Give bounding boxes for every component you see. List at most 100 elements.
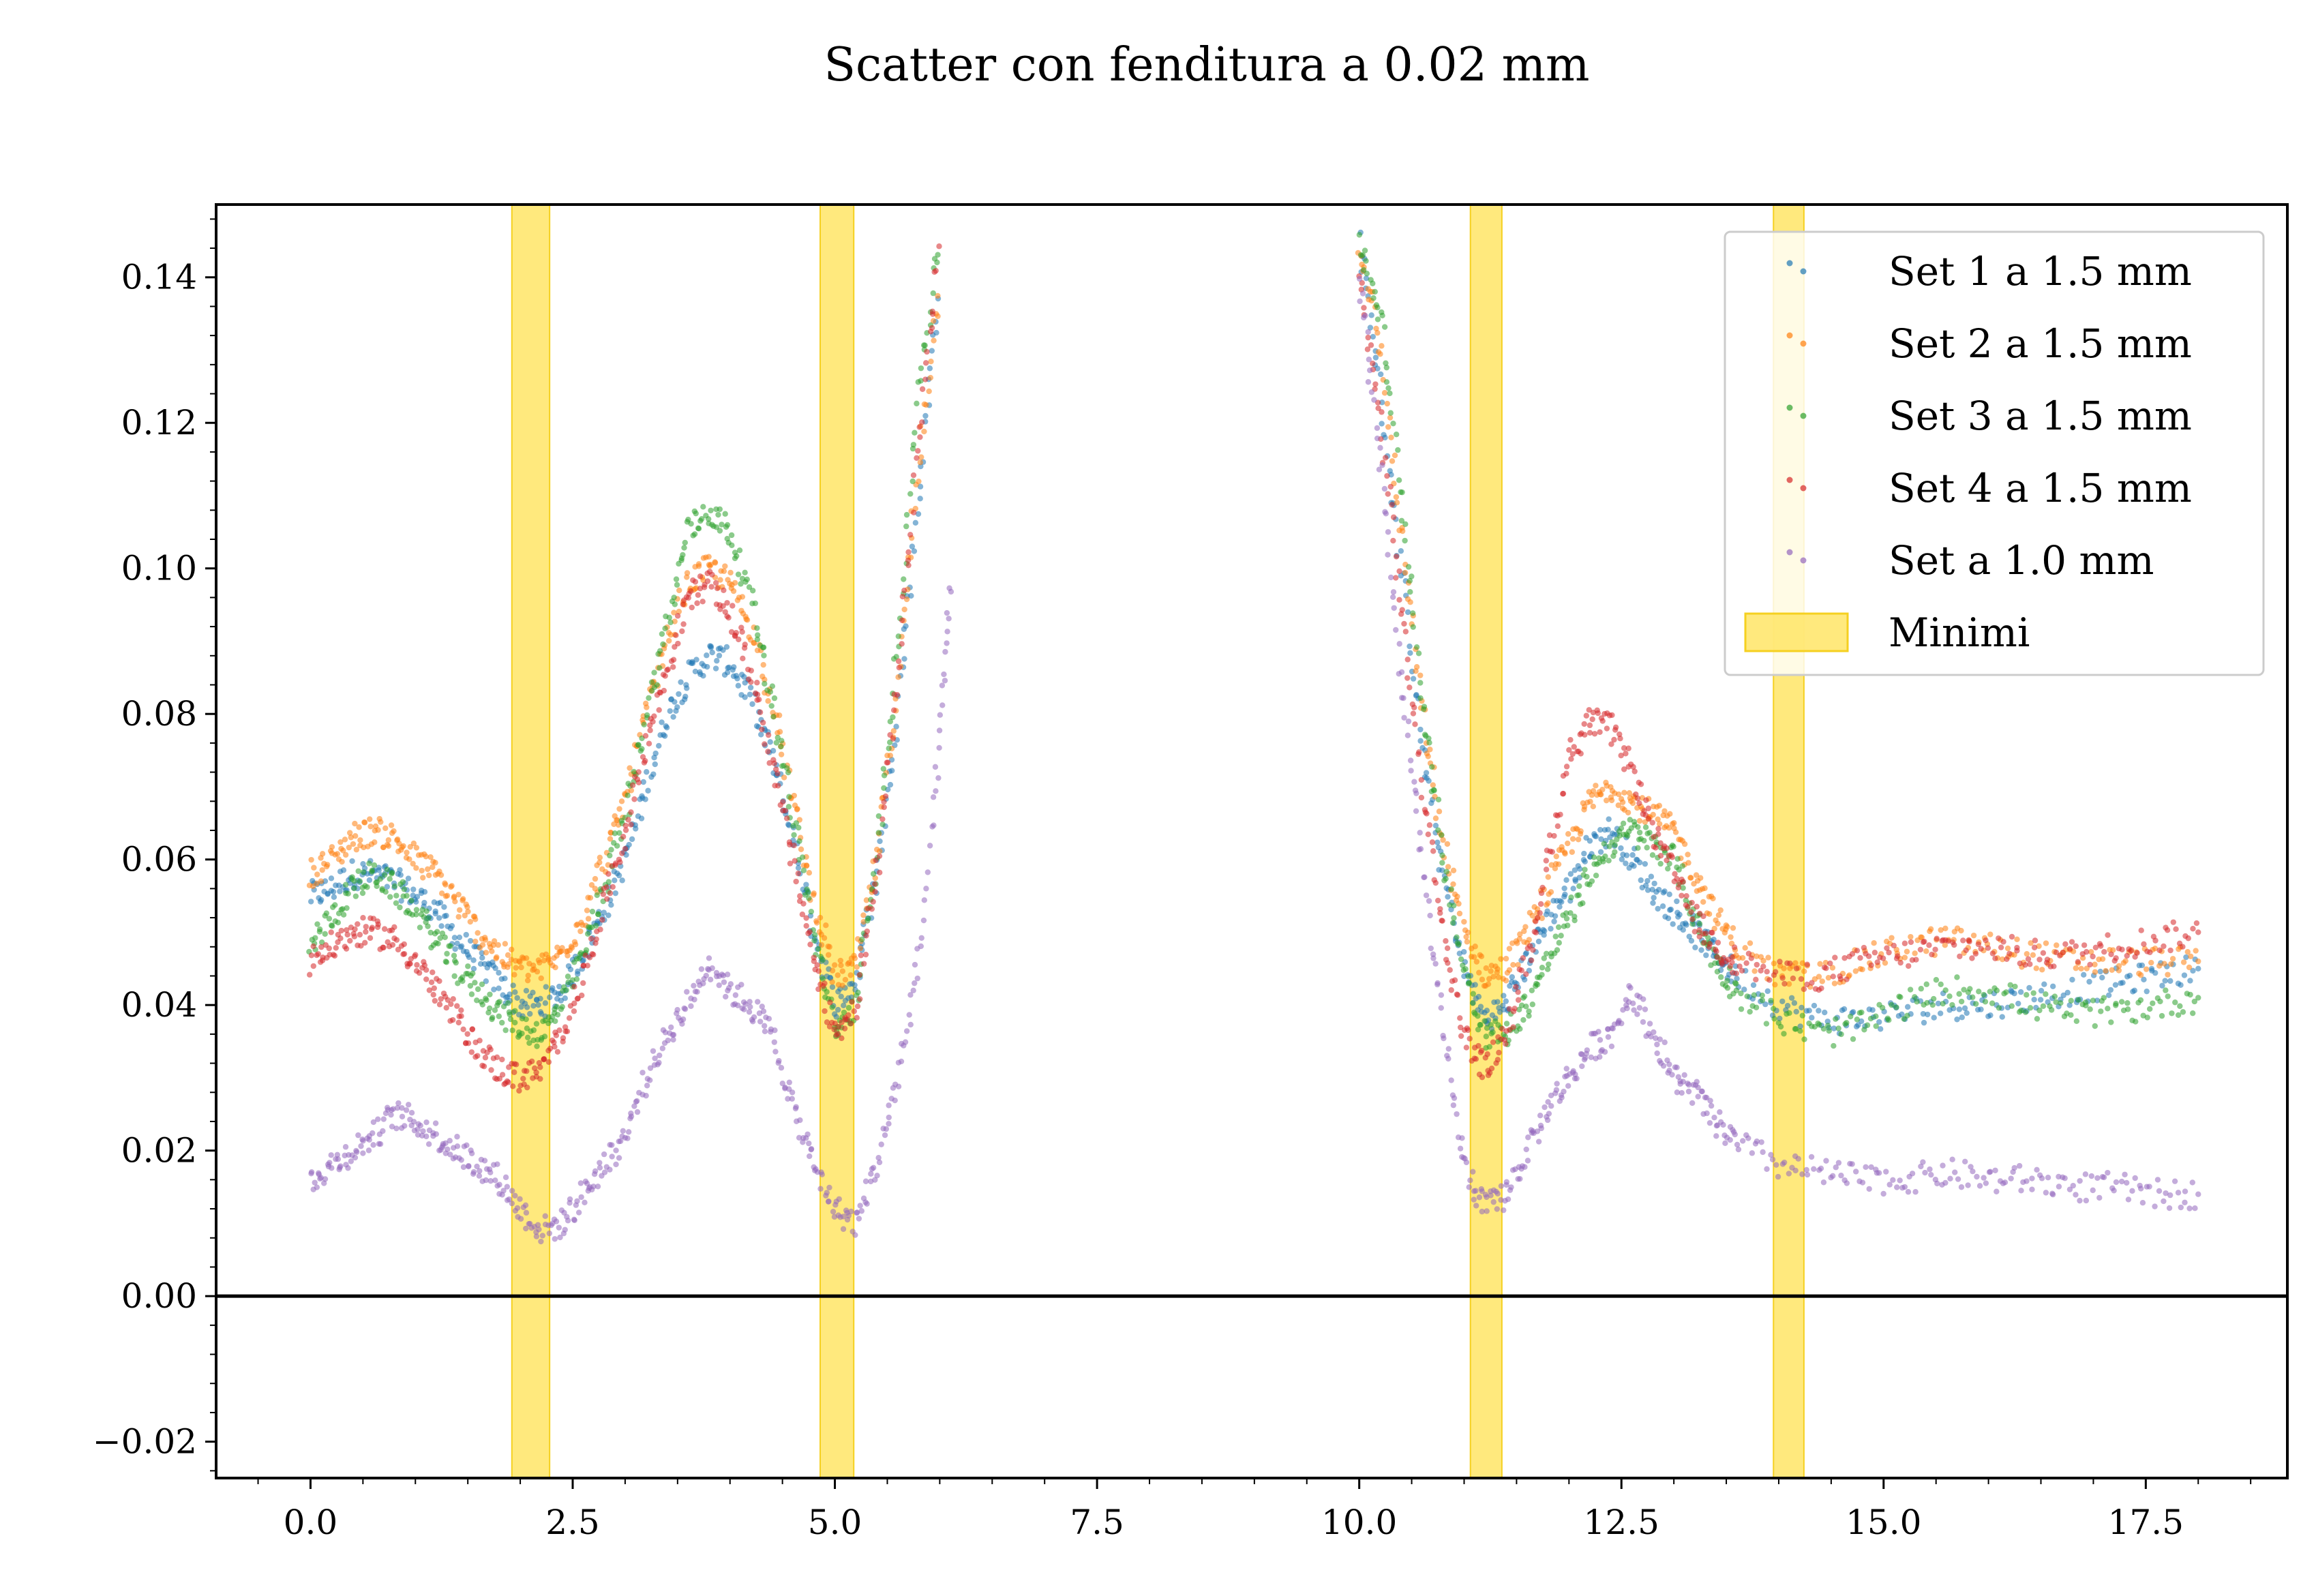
data-point [1612, 849, 1618, 855]
data-point [824, 1190, 830, 1196]
data-point [2073, 965, 2079, 972]
data-point [1548, 862, 1554, 868]
data-point [524, 1068, 530, 1074]
data-point [800, 901, 807, 907]
data-point [427, 929, 434, 936]
data-point [1643, 797, 1649, 803]
data-point [1377, 445, 1383, 451]
data-point [502, 1027, 509, 1034]
data-point [1674, 1064, 1680, 1070]
data-point [1356, 232, 1363, 238]
data-point [933, 788, 939, 794]
data-point [667, 619, 674, 626]
data-point [1483, 965, 1490, 972]
data-point [414, 894, 421, 900]
data-point [1920, 1010, 1927, 1017]
data-point [1569, 751, 1576, 757]
data-point [2037, 997, 2044, 1003]
data-point [1849, 950, 1856, 957]
data-point [483, 997, 490, 1004]
data-point [2096, 1194, 2103, 1201]
data-point [1852, 968, 1859, 974]
data-point [1646, 830, 1653, 836]
data-point [744, 576, 750, 583]
data-point [487, 1178, 494, 1184]
data-point [1505, 1196, 1512, 1203]
data-point [1620, 820, 1627, 827]
data-point [1393, 494, 1400, 500]
data-point [754, 625, 760, 631]
data-point [523, 987, 530, 994]
data-point [582, 952, 588, 959]
data-point [1411, 704, 1417, 710]
data-point [929, 348, 935, 354]
data-point [847, 1021, 854, 1027]
data-point [1564, 922, 1571, 929]
data-point [1617, 735, 1623, 742]
data-point [1483, 1034, 1490, 1040]
data-point [796, 838, 802, 844]
x-tick-label: 12.5 [1584, 1503, 1659, 1542]
data-point [360, 914, 366, 921]
data-point [812, 932, 818, 938]
data-point [523, 1016, 529, 1023]
data-point [1362, 247, 1368, 254]
data-point [1577, 866, 1583, 872]
data-point [1897, 994, 1904, 1000]
data-point [720, 603, 726, 609]
data-point [2108, 1019, 2114, 1025]
data-point [1958, 998, 1965, 1005]
data-point [1576, 892, 1582, 899]
data-point [592, 875, 599, 882]
data-point [682, 1006, 689, 1012]
data-point [451, 973, 457, 979]
data-point [1549, 849, 1555, 855]
data-point [1792, 1167, 1799, 1174]
data-point [1951, 942, 1957, 948]
data-point [1554, 1081, 1560, 1087]
data-point [1457, 1145, 1464, 1151]
data-point [886, 745, 892, 751]
data-point [2015, 1000, 2021, 1007]
data-point [1798, 976, 1805, 982]
data-point [851, 1008, 858, 1014]
data-point [2066, 1002, 2073, 1008]
data-point [1426, 740, 1432, 746]
data-point [1611, 736, 1617, 743]
data-point [1799, 960, 1806, 966]
data-point [1439, 860, 1445, 866]
data-point [2164, 927, 2171, 933]
data-point [507, 1016, 514, 1023]
data-point [1825, 974, 1832, 981]
data-point [1590, 803, 1596, 810]
data-point [535, 1222, 541, 1228]
data-point [1674, 1089, 1681, 1096]
data-point [2048, 1007, 2055, 1013]
data-point [870, 1164, 877, 1171]
data-point [1404, 657, 1411, 663]
data-point [1487, 1070, 1493, 1076]
data-point [1629, 1000, 1636, 1006]
data-point [1960, 937, 1966, 944]
data-point [1827, 960, 1833, 967]
x-tick-label: 17.5 [2108, 1503, 2184, 1542]
data-point [1400, 695, 1407, 702]
data-point [706, 516, 712, 522]
data-point [423, 976, 430, 982]
data-point [1967, 986, 1973, 992]
data-point [665, 1037, 671, 1044]
data-point [792, 858, 798, 864]
data-point [771, 695, 778, 702]
data-point [823, 922, 829, 929]
data-point [1848, 1013, 1854, 1020]
data-point [762, 741, 768, 747]
data-point [2094, 1175, 2101, 1181]
data-point [342, 852, 349, 858]
data-point [1501, 1037, 1508, 1043]
data-point [2180, 944, 2186, 950]
data-point [353, 1147, 359, 1154]
data-point [817, 1186, 824, 1192]
data-point [1456, 910, 1463, 917]
data-point [725, 614, 732, 621]
legend-marker-2 [1786, 332, 1807, 347]
